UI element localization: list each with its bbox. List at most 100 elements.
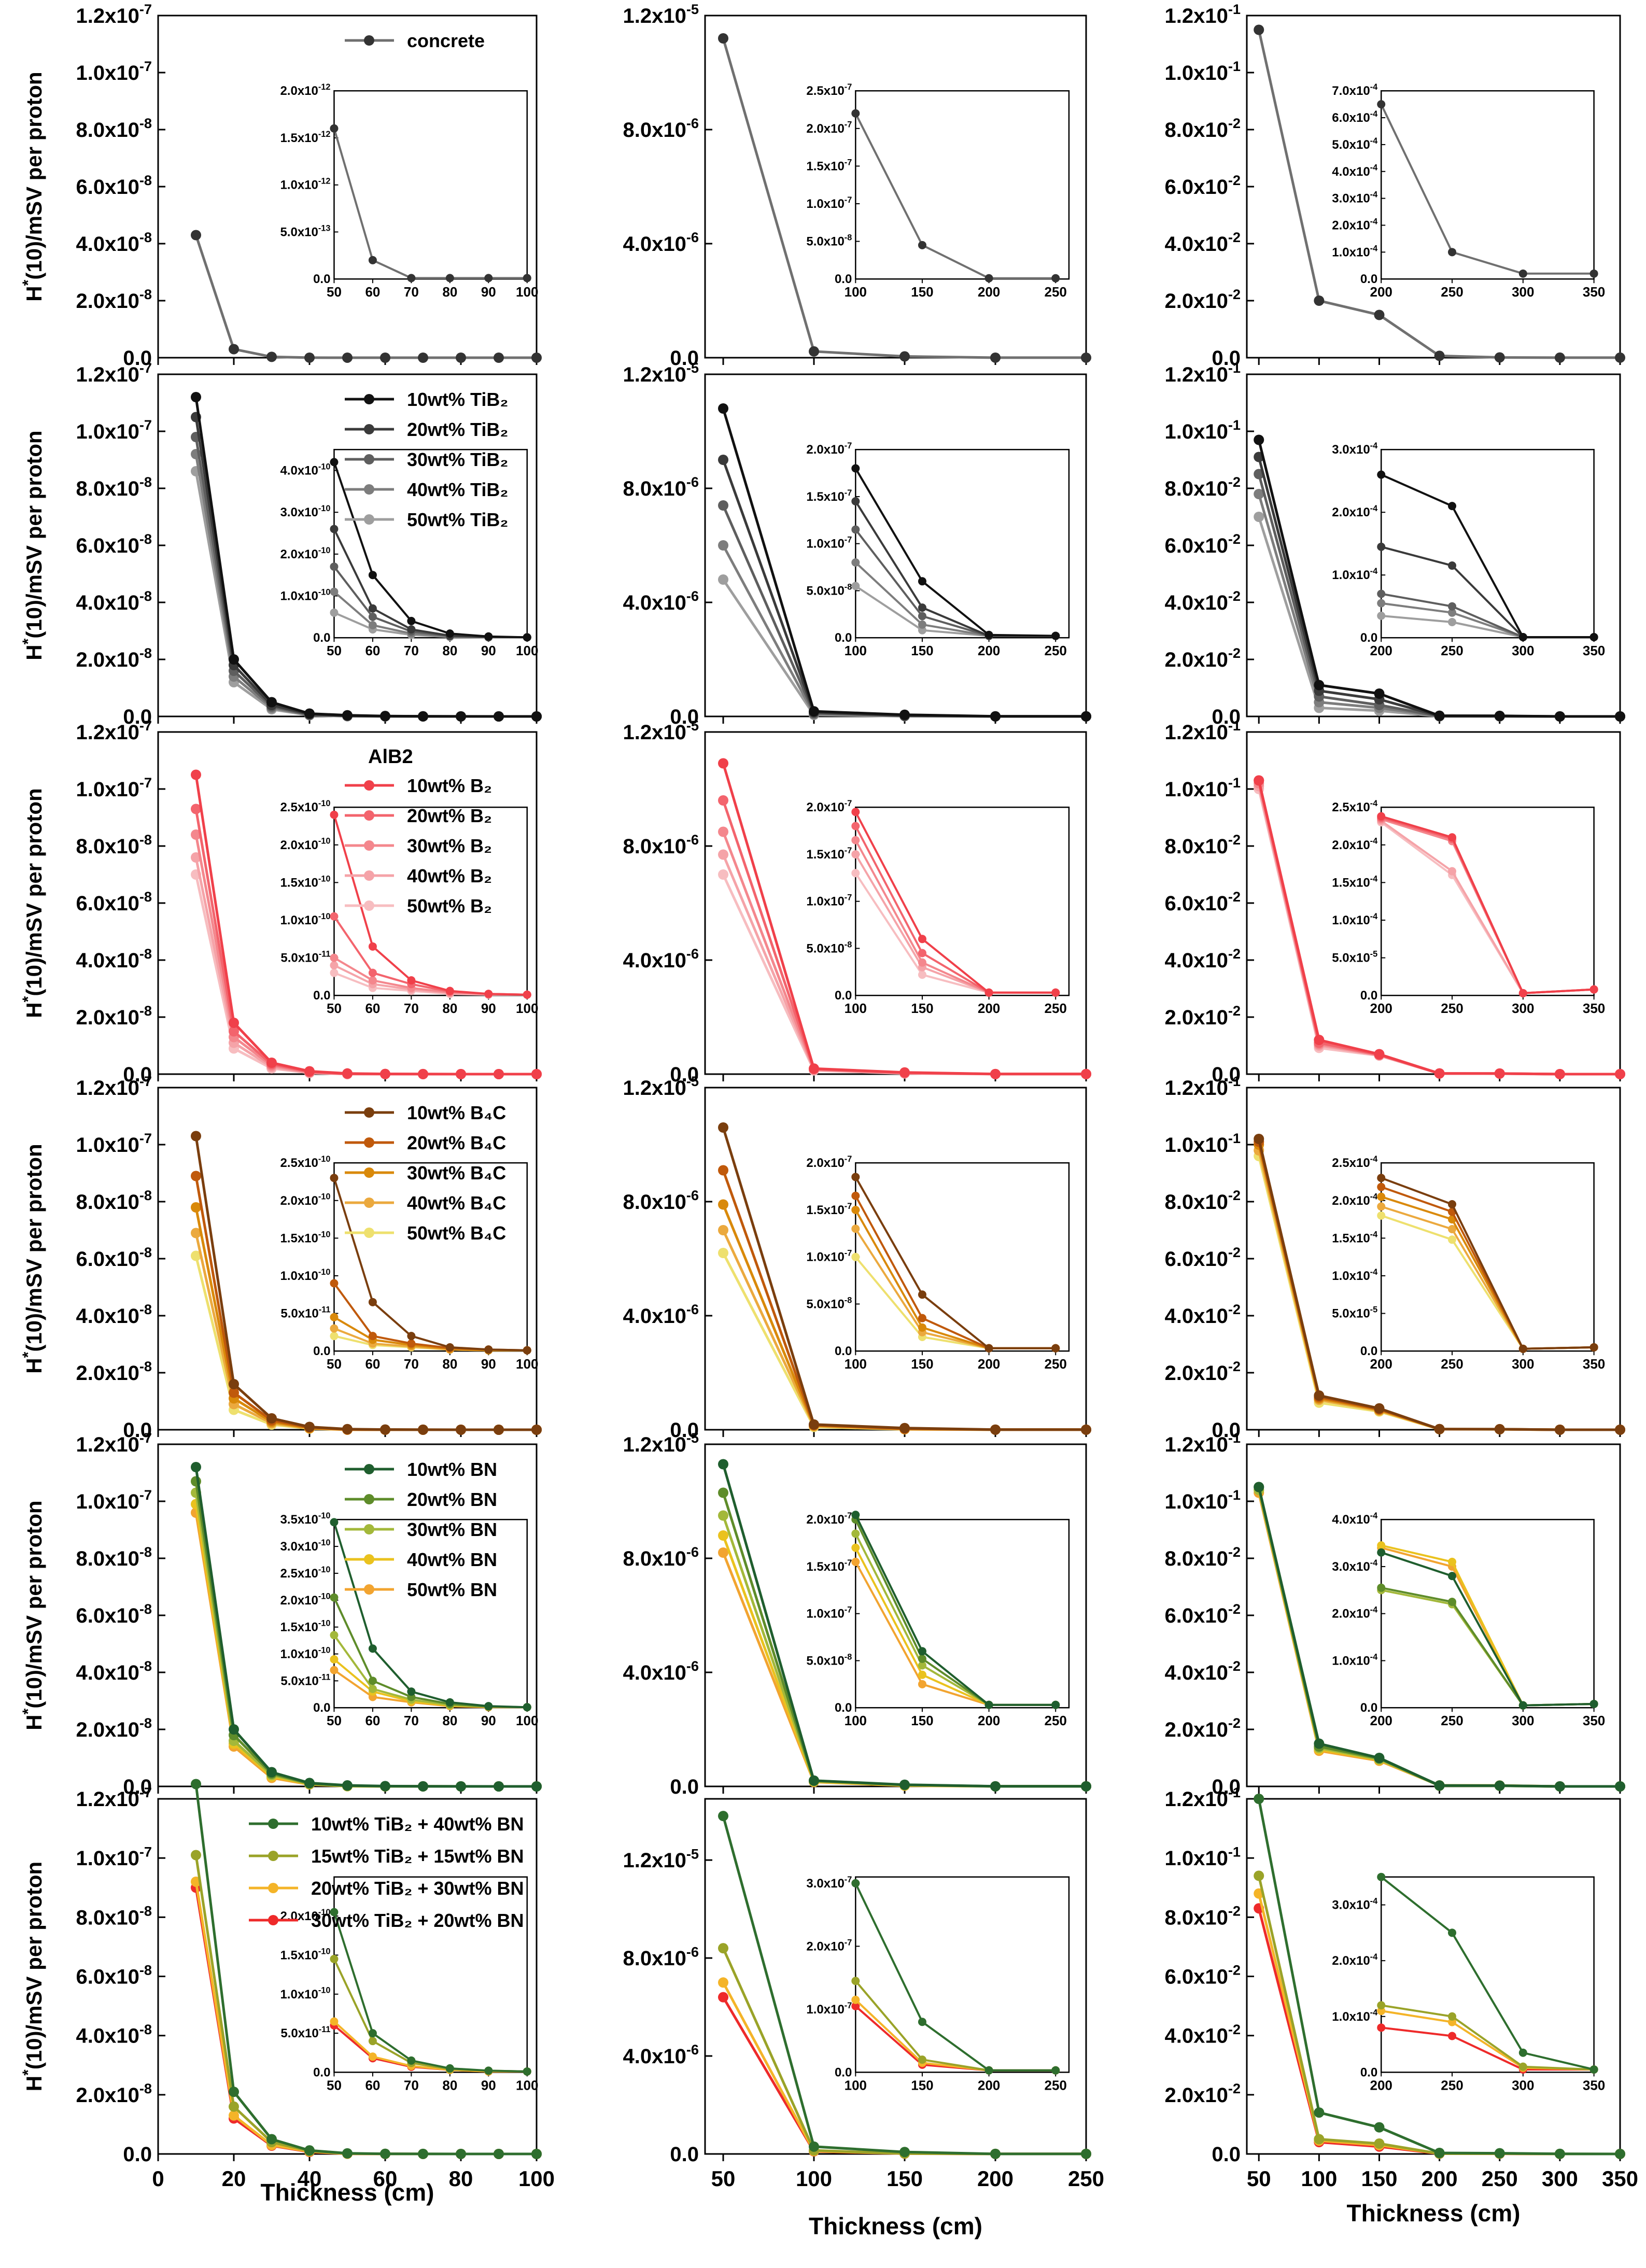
chart-panel-BN-3: 0.0 2.0x10-2 4.0x10-2 6.0x10-2 8.0x10-2 1.0x1… [1164, 1430, 1625, 1798]
data-point [718, 1992, 728, 2003]
data-point [990, 711, 1001, 722]
data-point [718, 1122, 728, 1133]
y-tick-label: 6.0x10-8 [76, 889, 152, 915]
series-line [194, 1784, 537, 2156]
data-point [342, 1424, 353, 1434]
inset-data-point [484, 274, 493, 283]
inset-y-tick-label: 5.0x10-11 [280, 1672, 330, 1688]
inset-data-point [330, 1908, 339, 1917]
data-point [1615, 711, 1625, 722]
inset-data-point [368, 1677, 377, 1685]
inset-data-point [1377, 1541, 1386, 1550]
data-point [899, 1779, 910, 1790]
inset-y-tick-label: 1.5x10-10 [280, 874, 330, 890]
inset-data-point [918, 970, 926, 979]
inset-frame [333, 448, 528, 639]
data-point [1254, 24, 1264, 35]
inset-data-point [330, 1954, 339, 1963]
data-point [718, 1547, 728, 1558]
inset-y-tick-label: 0.0 [835, 631, 852, 645]
chart-panel-AlB2-2: 0.0 4.0x10-6 8.0x10-6 1.2x10-5 0.0 5.0x10-8 1.… [623, 717, 1091, 1086]
y-tick-label: 1.2x10-7 [76, 1073, 152, 1100]
inset-series-line [1380, 104, 1594, 275]
inset-data-point [523, 990, 531, 999]
y-tick-label: 4.0x10-2 [1164, 2021, 1241, 2048]
y-tick-label: 4.0x10-2 [1164, 946, 1241, 972]
inset-data-point [918, 620, 926, 629]
inset-x-tick-label: 200 [978, 1001, 1000, 1016]
inset-series-line [854, 112, 1056, 279]
inset-frame [1380, 1162, 1595, 1352]
inset-data-point [984, 274, 993, 283]
inset-data-point [1051, 631, 1060, 640]
inset-data-point [330, 968, 339, 977]
y-tick-label: 6.0x10-2 [1164, 172, 1241, 199]
data-point [718, 574, 728, 585]
inset-x-tick-label: 90 [481, 1001, 496, 1016]
inset-x-tick-label: 300 [1512, 1001, 1534, 1016]
y-tick-label: 1.0x10-7 [76, 58, 152, 84]
inset-data-point [1448, 1224, 1456, 1233]
inset-x-tick-label: 350 [1583, 2077, 1605, 2093]
legend-swatch-marker [364, 1107, 374, 1118]
inset-y-tick-label: 0.0 [313, 989, 330, 1003]
y-tick-label: 0.0 [123, 347, 152, 370]
inset-data-point [1589, 632, 1598, 641]
y-tick-label: 8.0x10-2 [1164, 474, 1241, 500]
plot-frame [704, 15, 1087, 359]
data-point [380, 2148, 390, 2159]
inset-data-point [1448, 617, 1456, 626]
y-tick-label: 1.2x10-5 [623, 1, 699, 27]
data-point [1494, 2148, 1505, 2159]
inset-data-point [1051, 988, 1060, 997]
inset-series-line [333, 1911, 527, 2073]
inset-y-tick-label: 3.0x10-4 [1332, 441, 1377, 457]
inset-y-tick-label: 3.0x10-4 [1332, 190, 1377, 206]
inset-x-tick-label: 50 [327, 643, 342, 658]
y-tick-label: 8.0x10-6 [623, 832, 699, 858]
inset-data-point [1051, 274, 1060, 283]
inset-x-tick-label: 300 [1512, 643, 1534, 658]
inset-data-point [1448, 833, 1456, 842]
inset-x-tick-label: 70 [404, 1001, 419, 1016]
inset-x-tick-label: 250 [1441, 1713, 1463, 1728]
data-point [531, 1068, 542, 1079]
inset-data-point [1448, 502, 1456, 511]
data-point [718, 1459, 728, 1470]
data-point [718, 869, 728, 880]
inset-chart: 0.0 1.0x10-7 2.0x10-7 3.0x10-7 100 150 200 250 [806, 1875, 1070, 2093]
legend-label: 50wt% B₄C [407, 1222, 506, 1244]
inset-x-tick-label: 80 [442, 1713, 457, 1728]
data-point [718, 1977, 728, 1988]
inset-data-point [368, 976, 377, 985]
y-tick-label: 2.0x10-8 [76, 286, 152, 313]
y-tick-label: 1.2x10-1 [1164, 1784, 1241, 1811]
y-tick-label: 1.2x10-5 [623, 360, 699, 386]
inset-data-point [445, 2064, 454, 2073]
inset-y-tick-label: 0.0 [313, 1701, 330, 1715]
y-tick-label: 0.0 [670, 1776, 699, 1798]
data-point [809, 346, 819, 357]
inset-chart: 0.05.0x10-111.0x10-101.5x10-102.0x10-105… [280, 1876, 538, 2093]
y-tick-label: 1.2x10-7 [76, 1, 152, 27]
data-point [191, 1171, 201, 1181]
y-tick-label: 1.0x10-7 [76, 774, 152, 801]
inset-y-tick-label: 2.0x10-7 [806, 1154, 852, 1170]
inset-series-line [333, 128, 527, 279]
inset-x-tick-label: 200 [978, 2077, 1000, 2093]
inset-data-point [407, 1339, 416, 1348]
legend-swatch-marker [268, 1819, 278, 1829]
inset-y-tick-label: 2.0x10-4 [1332, 217, 1377, 232]
inset-data-point [523, 274, 531, 283]
inset-y-tick-label: 5.0x10-8 [806, 1295, 852, 1311]
x-tick-label: 200 [977, 2166, 1014, 2191]
inset-data-point [407, 1332, 416, 1341]
inset-data-point [484, 1702, 493, 1711]
x-axis-label: Thickness (cm) [809, 2213, 982, 2239]
legend-label: 10wt% TiB₂ + 40wt% BN [311, 1813, 524, 1835]
inset-data-point [1589, 985, 1598, 994]
inset-data-point [851, 1543, 860, 1552]
inset-data-point [851, 464, 860, 473]
data-point [1254, 1794, 1264, 1804]
y-tick-label: 4.0x10-6 [623, 1301, 699, 1328]
